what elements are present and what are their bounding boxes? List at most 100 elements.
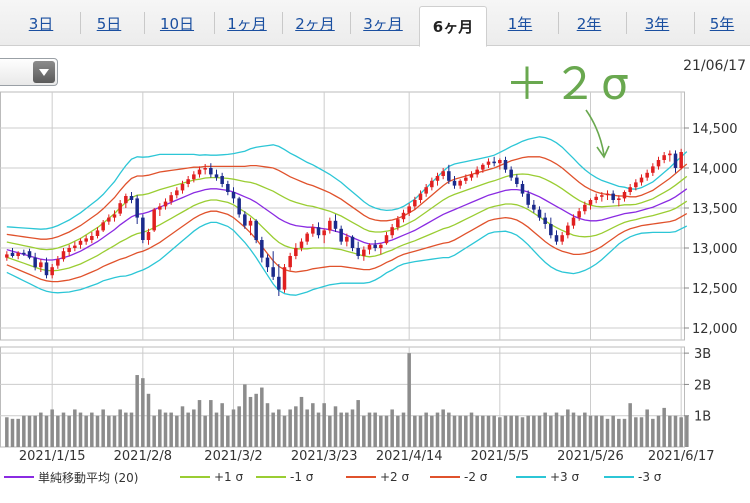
volume-bar <box>401 412 406 447</box>
tab-6m[interactable]: 6ヶ月 <box>419 6 487 47</box>
y-tick-label: 14,500 <box>692 122 738 137</box>
volume-bar <box>611 415 615 447</box>
volume-bar <box>328 415 332 447</box>
candle-body <box>112 214 117 218</box>
candle-body <box>345 236 349 242</box>
y-tick-label: 13,500 <box>692 202 738 217</box>
tab-3m[interactable]: 3ヶ月 <box>350 6 416 40</box>
candle-body <box>509 169 513 178</box>
candle-body <box>260 240 264 258</box>
candle-body <box>577 211 581 218</box>
candle-body <box>571 217 576 226</box>
volume-bar <box>435 412 440 447</box>
candle-body <box>611 193 615 200</box>
candle-body <box>384 235 389 244</box>
candle-body <box>78 240 83 245</box>
legend-swatch-plus1 <box>180 476 210 478</box>
chart-option-dropdown[interactable] <box>0 58 58 86</box>
candle-body <box>339 228 343 242</box>
legend-label-plus3: +3 σ <box>550 470 580 484</box>
volume-bar <box>288 409 292 447</box>
legend-item-plus3: +3 σ <box>516 466 579 488</box>
volume-bar <box>243 384 247 447</box>
stock-chart: 14,500 14,000 13,500 13,000 12,500 12,000 3B 2B… <box>0 91 738 464</box>
y-tick-label: 12,500 <box>692 282 738 297</box>
candle-body <box>424 187 428 194</box>
candle-body <box>441 171 445 176</box>
volume-bar <box>231 409 236 447</box>
candle-body <box>560 235 564 242</box>
volume-bar <box>16 418 20 447</box>
volume-bar <box>311 403 315 447</box>
candle-body <box>226 184 230 192</box>
candle-body <box>294 248 298 256</box>
volume-bar <box>299 396 304 447</box>
volume-bar <box>424 412 428 447</box>
candle-body <box>469 174 474 178</box>
volume-bar <box>175 415 179 447</box>
candle-body <box>651 166 655 173</box>
volume-bar <box>129 412 134 447</box>
tab-1m[interactable]: 1ヶ月 <box>214 6 280 40</box>
volume-bar <box>617 418 621 447</box>
volume-bar <box>226 415 230 447</box>
candle-body <box>583 204 587 212</box>
candle-body <box>186 179 190 184</box>
price-panel-frame <box>0 91 685 341</box>
candle-body <box>180 184 185 191</box>
volume-bar <box>362 415 366 447</box>
candle-body <box>209 168 213 175</box>
candle-body <box>101 222 105 231</box>
volume-bar <box>656 415 661 447</box>
volume-bar <box>118 409 122 447</box>
legend-swatch-plus2 <box>346 476 376 478</box>
tab-5d[interactable]: 5日 <box>80 6 138 40</box>
tab-3d[interactable]: 3日 <box>28 14 54 33</box>
candle-body <box>617 198 621 200</box>
candle-body <box>73 245 77 248</box>
x-tick-label: 2021/3/23 <box>291 449 358 464</box>
candle-body <box>549 224 553 236</box>
volume-bar <box>39 412 43 447</box>
legend-swatch-minus2 <box>430 476 460 478</box>
volume-bar <box>458 415 462 447</box>
volume-bar <box>492 415 496 447</box>
volume-bar <box>583 412 587 447</box>
tab-2m[interactable]: 2ヶ月 <box>282 6 348 40</box>
volume-bar <box>447 412 451 447</box>
volume-bar <box>639 417 644 447</box>
volume-bar <box>186 412 190 447</box>
tab-10d[interactable]: 10日 <box>144 6 210 40</box>
candle-body <box>5 254 9 258</box>
volume-bar <box>549 415 553 447</box>
candle-body <box>532 204 536 210</box>
tab-3y[interactable]: 3年 <box>626 6 688 40</box>
chevron-down-icon[interactable] <box>33 61 55 83</box>
candle-body <box>622 192 627 199</box>
candle-body <box>254 220 258 240</box>
candle-body <box>231 192 236 199</box>
volume-bar <box>316 412 321 447</box>
tab-2y[interactable]: 2年 <box>558 6 620 40</box>
candle-body <box>16 252 20 256</box>
tab-1y[interactable]: 1年 <box>507 14 533 33</box>
tab-5y[interactable]: 5年 <box>694 6 750 40</box>
volume-bar <box>203 415 207 447</box>
candle-body <box>645 172 649 178</box>
candle-body <box>90 236 94 240</box>
volume-bar <box>345 412 349 447</box>
candle-body <box>413 200 417 207</box>
candle-body <box>600 195 604 197</box>
volume-tick-label: 1B <box>694 410 711 425</box>
legend-item-minus3: -3 σ <box>604 466 661 488</box>
candle-body <box>367 244 372 250</box>
volume-bar <box>27 415 32 447</box>
volume-bar <box>430 415 434 447</box>
candle-body <box>129 196 134 200</box>
candle-body <box>430 180 434 188</box>
candle-body <box>362 249 366 256</box>
volume-bar <box>560 415 564 447</box>
candle-body <box>458 180 462 186</box>
candle-body <box>107 217 111 222</box>
legend-label-ma20: 単純移動平均 (20) <box>38 470 139 485</box>
